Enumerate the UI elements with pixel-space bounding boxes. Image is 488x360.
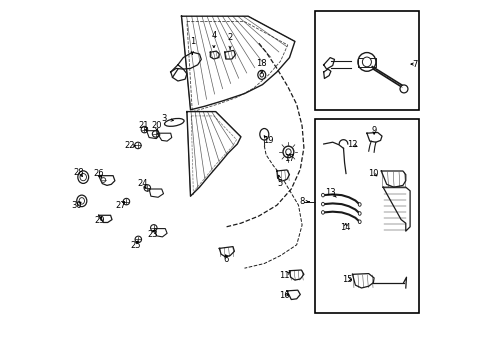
Polygon shape bbox=[276, 170, 289, 181]
Text: 8: 8 bbox=[299, 197, 304, 206]
Ellipse shape bbox=[260, 73, 263, 77]
Text: 30: 30 bbox=[72, 201, 82, 210]
Ellipse shape bbox=[399, 85, 407, 93]
Polygon shape bbox=[181, 16, 294, 110]
Text: 21: 21 bbox=[138, 122, 149, 130]
Ellipse shape bbox=[164, 118, 183, 126]
Ellipse shape bbox=[150, 225, 157, 231]
Text: 28: 28 bbox=[73, 168, 84, 177]
Ellipse shape bbox=[321, 202, 324, 206]
Text: 26: 26 bbox=[93, 169, 104, 178]
Ellipse shape bbox=[358, 212, 361, 215]
Ellipse shape bbox=[358, 203, 361, 206]
Polygon shape bbox=[224, 50, 235, 59]
Ellipse shape bbox=[257, 71, 265, 79]
Polygon shape bbox=[289, 270, 303, 280]
Ellipse shape bbox=[362, 57, 371, 67]
Text: 14: 14 bbox=[339, 223, 350, 232]
Text: 29: 29 bbox=[94, 216, 105, 225]
Polygon shape bbox=[219, 247, 234, 257]
Text: 9: 9 bbox=[371, 126, 376, 135]
Ellipse shape bbox=[357, 53, 375, 71]
Ellipse shape bbox=[285, 149, 290, 155]
Text: 16: 16 bbox=[278, 291, 289, 300]
Ellipse shape bbox=[78, 171, 88, 184]
Text: 3: 3 bbox=[161, 114, 166, 123]
Ellipse shape bbox=[77, 195, 87, 207]
Ellipse shape bbox=[259, 129, 268, 140]
Ellipse shape bbox=[134, 142, 141, 149]
Text: 18: 18 bbox=[256, 58, 266, 68]
Text: 12: 12 bbox=[346, 140, 357, 149]
Ellipse shape bbox=[79, 198, 84, 204]
Ellipse shape bbox=[283, 146, 293, 158]
Ellipse shape bbox=[144, 185, 150, 191]
Ellipse shape bbox=[123, 198, 129, 205]
Text: 13: 13 bbox=[325, 188, 336, 197]
Polygon shape bbox=[99, 215, 112, 222]
Ellipse shape bbox=[321, 211, 324, 214]
Text: 19: 19 bbox=[262, 136, 273, 145]
Polygon shape bbox=[210, 51, 219, 59]
Polygon shape bbox=[352, 274, 373, 288]
Ellipse shape bbox=[152, 131, 159, 137]
Ellipse shape bbox=[321, 193, 324, 197]
Polygon shape bbox=[99, 176, 115, 185]
Ellipse shape bbox=[135, 236, 141, 243]
Ellipse shape bbox=[358, 220, 361, 224]
Text: 24: 24 bbox=[138, 179, 148, 188]
Text: 7: 7 bbox=[411, 60, 417, 69]
Text: 22: 22 bbox=[124, 141, 135, 150]
Text: 25: 25 bbox=[130, 241, 141, 250]
Text: 10: 10 bbox=[367, 169, 378, 178]
Text: 23: 23 bbox=[147, 230, 158, 239]
Text: 5: 5 bbox=[277, 179, 283, 188]
Polygon shape bbox=[366, 132, 381, 142]
Text: 15: 15 bbox=[341, 274, 352, 284]
Bar bbox=[314, 11, 418, 110]
Polygon shape bbox=[286, 290, 300, 300]
Ellipse shape bbox=[80, 174, 86, 181]
Ellipse shape bbox=[141, 126, 147, 133]
Text: 4: 4 bbox=[211, 31, 216, 40]
Text: 20: 20 bbox=[151, 122, 161, 130]
Text: 27: 27 bbox=[115, 201, 125, 210]
Polygon shape bbox=[381, 171, 405, 187]
Text: 2: 2 bbox=[227, 33, 232, 42]
Text: 6: 6 bbox=[223, 256, 228, 264]
Polygon shape bbox=[382, 187, 409, 231]
Bar bbox=[314, 119, 418, 313]
Text: 11: 11 bbox=[278, 271, 289, 280]
Text: 1: 1 bbox=[189, 37, 195, 46]
Ellipse shape bbox=[101, 177, 105, 182]
Polygon shape bbox=[186, 112, 241, 196]
Text: 17: 17 bbox=[284, 154, 294, 163]
